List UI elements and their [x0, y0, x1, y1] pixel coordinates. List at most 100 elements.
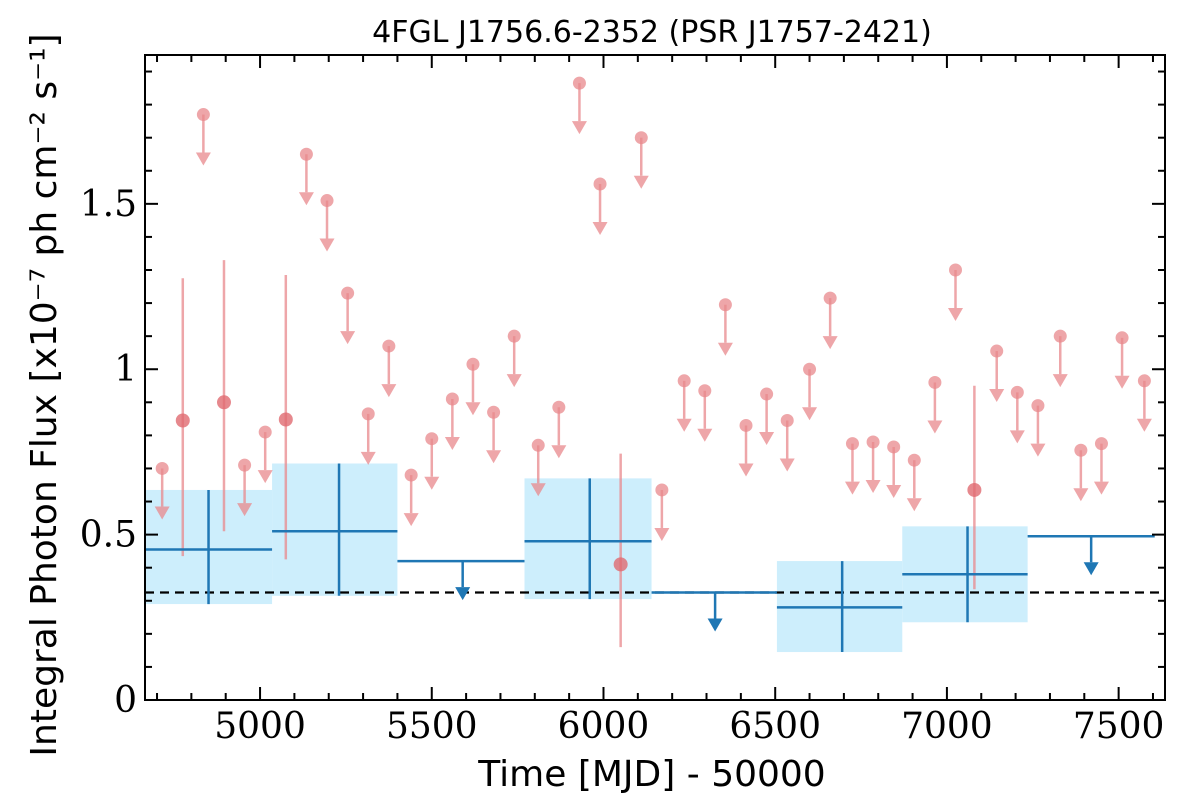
long-upper-limit: [397, 559, 525, 601]
detection-band: [272, 463, 398, 596]
upper-limit-point: [487, 405, 501, 419]
upper-limit-point: [507, 329, 521, 343]
short-upper-limit: [1073, 443, 1089, 502]
upper-limit-arrow: [592, 222, 608, 235]
upper-limit-arrow: [381, 384, 397, 398]
upper-limit-arrow: [989, 389, 1005, 403]
upper-limit-arrow: [424, 476, 440, 490]
upper-limit-point: [1115, 331, 1129, 345]
short-upper-limit: [654, 483, 670, 541]
short-upper-limit: [571, 76, 587, 135]
upper-limit-point: [531, 438, 545, 452]
upper-limit-arrow: [1114, 375, 1130, 389]
short-upper-limit: [717, 298, 733, 356]
short-upper-limit: [676, 374, 692, 432]
upper-limit-point: [238, 458, 252, 472]
upper-limit-arrow: [237, 503, 253, 517]
x-axis-title: Time [MJD] - 50000: [477, 754, 825, 795]
upper-limit-point: [341, 286, 355, 300]
short-upper-limit: [340, 286, 356, 345]
upper-limit-arrow: [506, 374, 522, 388]
upper-limit-arrow: [1136, 418, 1152, 432]
upper-limit-point: [677, 374, 691, 388]
short-upper-limit: [360, 407, 376, 465]
short-detection: [613, 453, 628, 648]
x-tick-label: 5000: [214, 706, 306, 747]
chart-title: 4FGL J1756.6-2352 (PSR J1757-2421): [372, 15, 932, 50]
upper-limit-point: [949, 263, 963, 277]
axis-ticks: [145, 55, 1165, 700]
upper-limit-arrow: [444, 437, 460, 450]
upper-limit-arrow: [1073, 488, 1089, 502]
short-detection: [216, 260, 231, 532]
upper-limit-point: [593, 177, 607, 191]
short-upper-limit: [319, 194, 335, 252]
upper-limit-arrow: [1083, 562, 1099, 576]
short-upper-limit: [465, 357, 481, 416]
upper-limit-arrow: [455, 587, 471, 601]
x-tick-label: 5500: [386, 706, 478, 747]
upper-limit-point: [258, 425, 272, 439]
x-tick-label: 7500: [1073, 706, 1165, 747]
upper-limit-point: [445, 392, 459, 406]
short-upper-limit: [822, 291, 838, 350]
long-detection: [524, 478, 652, 600]
upper-limit-point: [196, 108, 210, 122]
x-tick-label: 6500: [729, 706, 821, 747]
short-upper-limit: [444, 392, 460, 450]
plot-frame: [144, 54, 1166, 701]
long-detection: [776, 561, 903, 653]
short-upper-limit: [927, 375, 943, 434]
upper-limit-arrow: [738, 463, 754, 477]
upper-limit-point: [382, 339, 396, 353]
short-upper-limit: [257, 425, 273, 484]
short-upper-limit: [1009, 385, 1025, 444]
short-upper-limit: [1030, 399, 1046, 457]
short-upper-limit: [592, 177, 608, 235]
upper-limit-arrow: [465, 402, 481, 416]
y-tick-labels: 0 0.5 1 1.5: [80, 184, 137, 721]
detection-point: [216, 395, 231, 410]
long-detection: [145, 489, 273, 605]
long-bin-marks: [145, 463, 1155, 653]
short-upper-limit: [738, 418, 754, 477]
detection-point: [278, 412, 293, 427]
short-upper-limit: [195, 108, 211, 166]
y-tick-label: 1.5: [80, 184, 137, 225]
short-upper-limit: [779, 414, 795, 472]
upper-limit-arrow: [759, 432, 775, 446]
upper-limit-arrow: [802, 407, 818, 421]
upper-limit-arrow: [154, 506, 170, 520]
short-upper-limit: [237, 458, 253, 517]
short-upper-limit: [530, 438, 546, 497]
upper-limit-arrow: [654, 527, 670, 541]
detection-point: [613, 557, 628, 572]
upper-limit-arrow: [707, 618, 723, 632]
upper-limit-point: [572, 76, 586, 90]
upper-limit-arrow: [571, 121, 587, 135]
upper-limit-point: [823, 291, 837, 305]
upper-limit-arrow: [530, 483, 546, 497]
long-detection: [902, 526, 1028, 623]
upper-limit-point: [1094, 437, 1108, 451]
upper-limit-point: [1031, 399, 1045, 413]
short-upper-limit: [424, 432, 440, 490]
upper-limit-arrow: [298, 192, 314, 206]
short-upper-limit: [759, 387, 775, 446]
short-detection: [967, 385, 982, 590]
upper-limit-arrow: [195, 152, 211, 166]
short-upper-limit: [154, 461, 170, 520]
upper-limit-arrow: [948, 308, 964, 321]
upper-limit-point: [887, 440, 901, 454]
upper-limit-arrow: [360, 451, 376, 465]
upper-limit-arrow: [319, 238, 335, 252]
upper-limit-arrow: [340, 331, 356, 345]
short-upper-limit: [633, 131, 649, 189]
upper-limit-point: [361, 407, 375, 421]
upper-limit-point: [1053, 329, 1067, 343]
upper-limit-arrow: [257, 470, 273, 484]
short-detection: [278, 274, 293, 560]
upper-limit-point: [655, 483, 669, 497]
detection-point: [967, 482, 982, 497]
short-upper-limit: [844, 437, 860, 495]
